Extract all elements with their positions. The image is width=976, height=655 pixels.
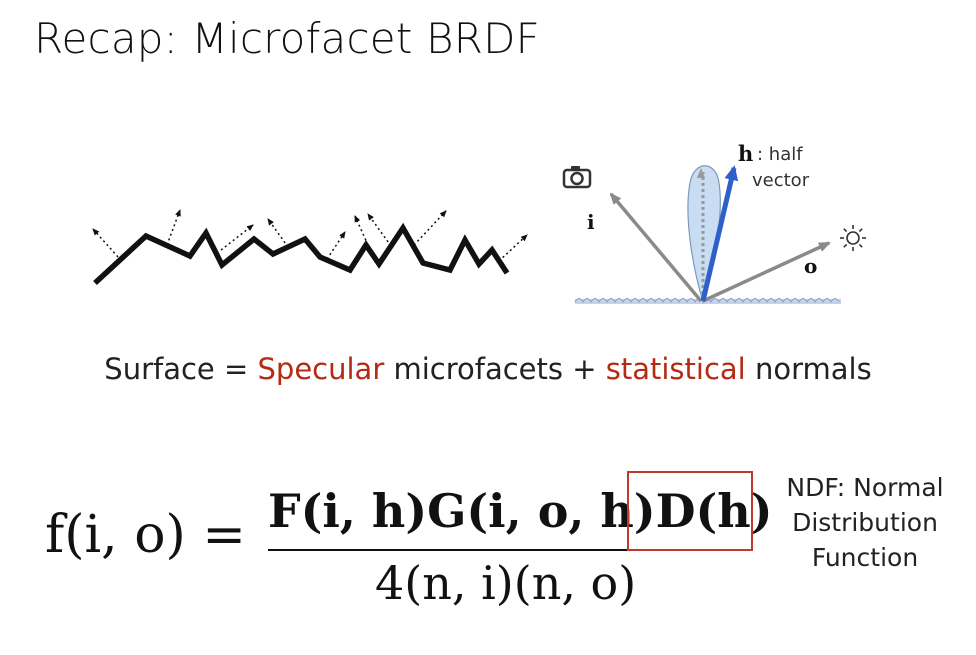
caption-specular: Specular xyxy=(257,352,385,386)
ndf-label: NDF: Normal Distribution Function xyxy=(770,470,960,575)
sun-icon xyxy=(840,225,866,251)
half-vector-arrow xyxy=(700,165,739,302)
incident-arrow xyxy=(609,192,703,303)
formula-denominator: 4(n, i)(n, o) xyxy=(375,556,637,610)
numerator-fg: F(i, h)G(i, o, h) xyxy=(268,484,656,538)
ndf-line-3: Function xyxy=(811,543,919,572)
caption-part3: normals xyxy=(745,352,872,386)
surface-profile xyxy=(93,222,510,286)
slide-title: Recap: Microfacet BRDF xyxy=(34,14,541,63)
ndf-line-1: NDF: Normal xyxy=(786,473,944,502)
facet-normals xyxy=(92,209,528,262)
surface-caption: Surface = Specular microfacets + statist… xyxy=(0,352,976,386)
label-h-desc-2: vector xyxy=(752,170,810,191)
numerator-d: D(h) xyxy=(655,484,773,538)
formula-lhs: f(i, o) = xyxy=(45,505,246,565)
microfacet-surface xyxy=(92,209,528,286)
formula-numerator: F(i, h)G(i, o, h)D(h) xyxy=(268,484,772,538)
fraction-bar xyxy=(268,549,748,551)
camera-icon xyxy=(562,166,592,189)
label-i: i xyxy=(587,210,595,234)
outgoing-arrow xyxy=(702,241,831,303)
half-vector-diagram: h : half vector i o xyxy=(562,141,866,305)
label-o: o xyxy=(804,254,817,278)
label-h: h xyxy=(738,141,753,166)
label-h-desc-1: : half xyxy=(757,144,803,165)
caption-part1: Surface = xyxy=(104,352,258,386)
ndf-line-2: Distribution xyxy=(792,508,938,537)
caption-statistical: statistical xyxy=(605,352,746,386)
ndf-highlight-box xyxy=(627,471,753,551)
caption-part2: microfacets + xyxy=(384,352,606,386)
